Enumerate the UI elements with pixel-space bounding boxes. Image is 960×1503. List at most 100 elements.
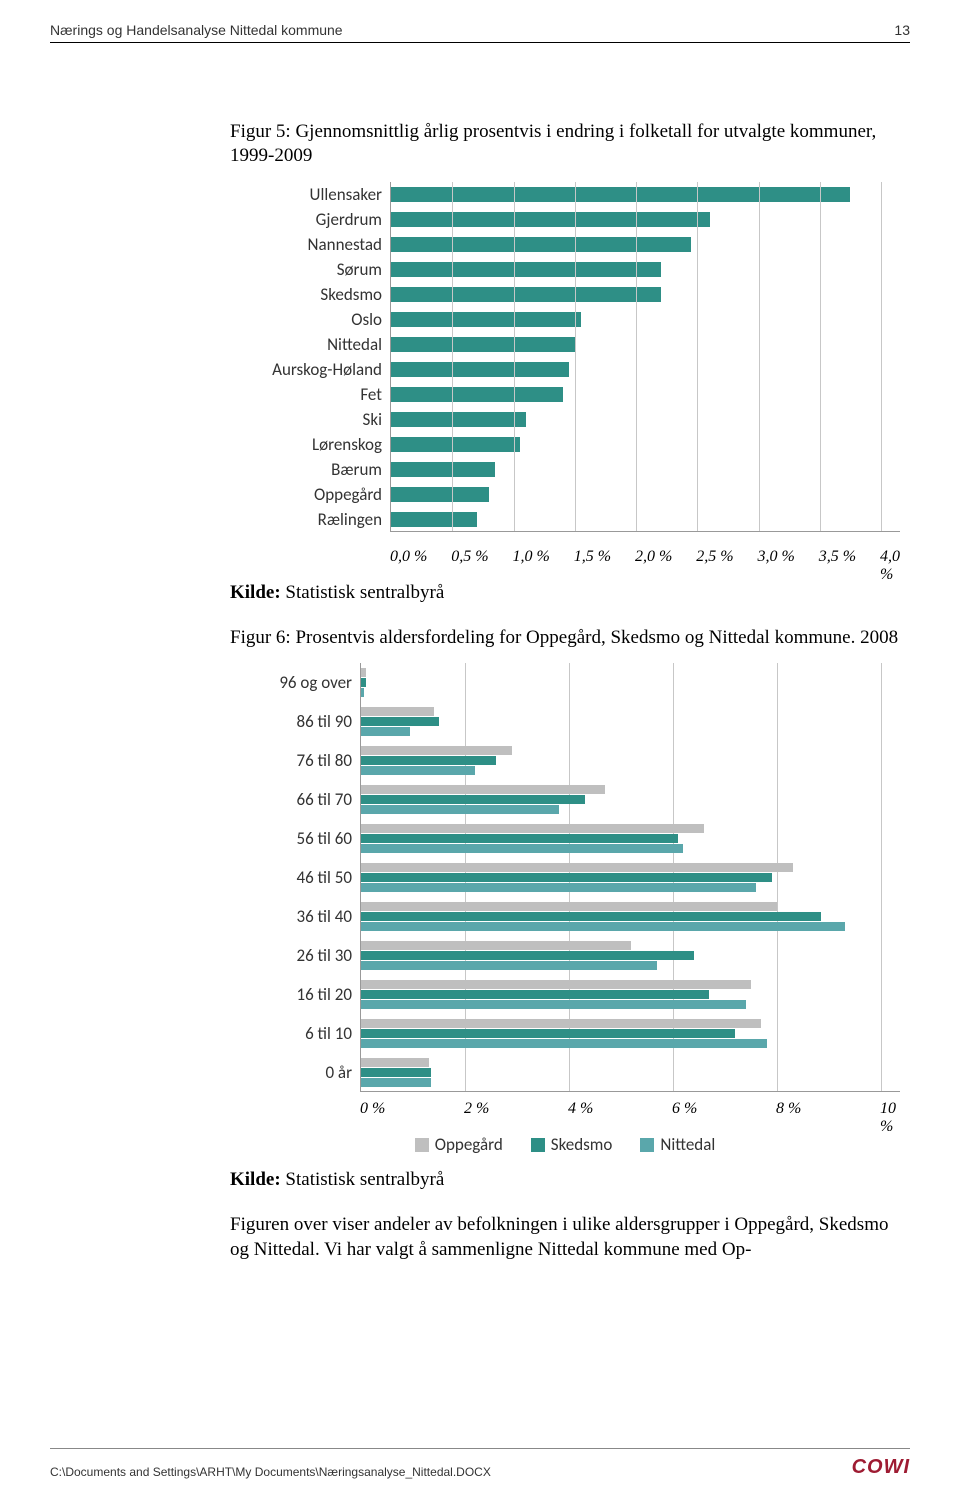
bar: [361, 961, 657, 970]
y-axis-label: Skedsmo: [230, 282, 390, 307]
figure-6-title: Figur 6: Prosentvis aldersfordeling for …: [230, 626, 900, 650]
bar-group: [361, 936, 900, 975]
x-axis-tick: 8 %: [776, 1100, 801, 1118]
bar-row: [391, 482, 900, 507]
x-axis-tick: 0,5 %: [451, 548, 488, 566]
bar: [361, 1078, 431, 1087]
y-axis-label: 0 år: [230, 1053, 360, 1092]
legend-swatch: [415, 1138, 429, 1152]
page: Nærings og Handelsanalyse Nittedal kommu…: [0, 0, 960, 1503]
header-rule: [50, 42, 910, 43]
bar: [391, 212, 710, 227]
bar: [361, 1000, 746, 1009]
legend-swatch: [531, 1138, 545, 1152]
legend-item: Skedsmo: [531, 1134, 613, 1155]
x-axis-tick: 3,0 %: [758, 548, 795, 566]
gridline: [697, 182, 698, 531]
bar: [391, 287, 661, 302]
footer-path: C:\Documents and Settings\ARHT\My Docume…: [50, 1465, 491, 1479]
bar: [361, 688, 364, 697]
x-axis-tick: 1,0 %: [513, 548, 550, 566]
x-axis-tick: 0,0 %: [390, 548, 427, 566]
bar: [361, 980, 751, 989]
bar-group: [361, 897, 900, 936]
y-axis-label: Ski: [230, 407, 390, 432]
x-axis-tick: 2 %: [464, 1100, 489, 1118]
bar: [391, 312, 581, 327]
page-header: Nærings og Handelsanalyse Nittedal kommu…: [50, 22, 910, 38]
bar-group: [361, 663, 900, 702]
bar: [361, 1019, 761, 1028]
bar-row: [391, 382, 900, 407]
y-axis-label: Nannestad: [230, 232, 390, 257]
bar: [391, 337, 575, 352]
figure-5-chart: UllensakerGjerdrumNannestadSørumSkedsmoO…: [230, 182, 900, 532]
bar: [361, 824, 704, 833]
y-axis-label: Lørenskog: [230, 432, 390, 457]
figure-6-source: Kilde: Statistisk sentralbyrå: [230, 1169, 900, 1191]
y-axis-label: 26 til 30: [230, 936, 360, 975]
page-footer: C:\Documents and Settings\ARHT\My Docume…: [50, 1456, 910, 1479]
bar-group: [361, 741, 900, 780]
x-axis-tick: 2,0 %: [635, 548, 672, 566]
bar: [361, 834, 678, 843]
footer-rule: [50, 1448, 910, 1449]
bar: [361, 805, 559, 814]
y-axis-label: Nittedal: [230, 332, 390, 357]
bar: [361, 746, 512, 755]
bar: [361, 912, 821, 921]
bar: [361, 766, 475, 775]
bar: [361, 844, 683, 853]
bar-group: [361, 858, 900, 897]
page-number: 13: [894, 22, 910, 38]
bar-row: [391, 257, 900, 282]
source-label: Kilde:: [230, 582, 281, 603]
source-text: Statistisk sentralbyrå: [285, 1169, 444, 1190]
bar-row: [391, 432, 900, 457]
figure-5-x-axis: 0,0 %0,5 %1,0 %1,5 %2,0 %2,5 %3,0 %3,5 %…: [390, 548, 880, 568]
bar-group: [361, 702, 900, 741]
x-axis-tick: 6 %: [672, 1100, 697, 1118]
gridline: [759, 182, 760, 531]
y-axis-label: 56 til 60: [230, 819, 360, 858]
legend-item: Nittedal: [640, 1134, 715, 1155]
gridline: [820, 182, 821, 531]
figure-5-plot: [390, 182, 900, 532]
bar-row: [391, 357, 900, 382]
y-axis-label: Rælingen: [230, 507, 390, 532]
gridline: [452, 182, 453, 531]
y-axis-label: Oslo: [230, 307, 390, 332]
figure-5-source: Kilde: Statistisk sentralbyrå: [230, 582, 900, 604]
cowi-logo: COWI: [852, 1456, 910, 1479]
bar: [361, 902, 777, 911]
bar: [361, 941, 631, 950]
x-axis-tick: 2,5 %: [696, 548, 733, 566]
bar-row: [391, 507, 900, 532]
source-label: Kilde:: [230, 1169, 281, 1190]
bar: [361, 1068, 431, 1077]
bar: [361, 990, 709, 999]
bar-row: [391, 182, 900, 207]
y-axis-label: Gjerdrum: [230, 207, 390, 232]
bar: [361, 727, 410, 736]
bar: [391, 487, 489, 502]
bar: [391, 462, 495, 477]
bar: [361, 1039, 767, 1048]
y-axis-label: 16 til 20: [230, 975, 360, 1014]
y-axis-label: 36 til 40: [230, 897, 360, 936]
bar: [391, 387, 563, 402]
bar: [361, 756, 496, 765]
bar: [361, 707, 434, 716]
figure-5-title: Figur 5: Gjennomsnittlig årlig prosentvi…: [230, 120, 900, 168]
bar: [391, 362, 569, 377]
y-axis-label: 86 til 90: [230, 702, 360, 741]
bar: [361, 668, 366, 677]
y-axis-label: Oppegård: [230, 482, 390, 507]
bar-group: [361, 1014, 900, 1053]
figure-6-x-axis: 0 %2 %4 %6 %8 %10 %: [360, 1100, 880, 1120]
legend-label: Skedsmo: [551, 1134, 613, 1155]
source-text: Statistisk sentralbyrå: [285, 582, 444, 603]
bar: [361, 951, 694, 960]
y-axis-label: Bærum: [230, 457, 390, 482]
bar-group: [361, 975, 900, 1014]
